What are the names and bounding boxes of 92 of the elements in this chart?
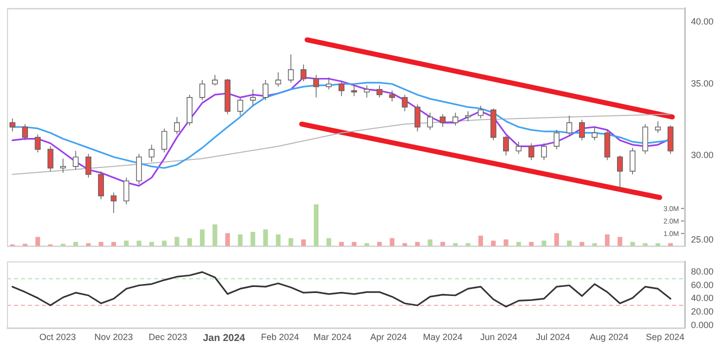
bar (136, 240, 142, 246)
bar (288, 238, 294, 246)
bar (111, 242, 116, 246)
candlestick (503, 135, 509, 156)
bar (212, 224, 218, 246)
y-tick-label: 20.00 (691, 306, 714, 316)
x-tick-label: Oct 2023 (39, 332, 76, 342)
bar (276, 234, 281, 246)
bar (630, 242, 635, 246)
candlestick (300, 64, 306, 82)
x-tick-label: Mar 2024 (313, 332, 352, 342)
x-tick-label: Nov 2023 (94, 332, 133, 342)
bar (466, 243, 470, 246)
bar (415, 242, 420, 246)
candlestick (579, 119, 585, 141)
candlestick (389, 90, 396, 102)
bar (656, 243, 660, 246)
candlestick (60, 158, 66, 174)
candlestick (566, 115, 572, 136)
bar (250, 232, 256, 246)
bar (478, 236, 484, 246)
bar (149, 242, 154, 246)
candlestick (98, 170, 104, 200)
bar (225, 233, 230, 246)
bar (554, 233, 559, 246)
candlestick (427, 112, 433, 130)
bar (98, 242, 104, 246)
bar (352, 242, 356, 246)
candlestick (212, 74, 218, 86)
bar (238, 234, 243, 246)
bar (504, 239, 508, 246)
bar (453, 243, 458, 246)
candlestick (174, 116, 180, 135)
bar (566, 240, 572, 246)
x-tick-label: Jun 2024 (480, 332, 518, 342)
x-tick-label: May 2024 (422, 332, 462, 342)
bar (604, 234, 610, 246)
candlestick (224, 78, 230, 115)
bar (668, 243, 673, 246)
bar (86, 243, 91, 246)
y-tick-label: 40.00 (691, 16, 714, 27)
bar (491, 240, 496, 246)
bar (73, 242, 78, 246)
bar (440, 242, 446, 246)
candlestick (10, 118, 16, 132)
candlestick (541, 142, 547, 161)
bar (187, 238, 192, 246)
x-tick-label: Jan 2024 (202, 332, 246, 344)
y-tick-label: 0.000 (691, 320, 714, 330)
x-tick-label: Feb 2024 (260, 332, 300, 342)
candlestick (465, 110, 471, 122)
candlestick (22, 124, 28, 141)
x-tick-label: Aug 2024 (590, 332, 628, 342)
candlestick (414, 104, 420, 132)
candlestick (262, 80, 268, 101)
bar (428, 239, 432, 246)
x-tick-label: Apr 2024 (370, 332, 407, 342)
y-tick-label: 25.00 (691, 234, 714, 244)
bar (339, 242, 344, 246)
bar (124, 240, 129, 246)
bar (528, 242, 534, 246)
bar (516, 242, 521, 246)
bar (580, 242, 584, 246)
bar (263, 229, 268, 246)
candlestick (72, 150, 79, 170)
bar (200, 229, 205, 246)
bar (326, 238, 332, 246)
y-tick-label: 35.00 (691, 78, 714, 88)
bar (174, 236, 180, 246)
x-tick-label: Sep 2024 (646, 332, 684, 342)
candlestick (275, 72, 282, 88)
bar (301, 239, 306, 246)
x-tick-label: Jul 2024 (536, 332, 570, 342)
candlestick (668, 125, 674, 154)
y-tick-label: 60.00 (691, 280, 714, 290)
y-tick-label: 80.00 (691, 266, 714, 277)
y-tick-label: 40.00 (691, 293, 714, 304)
bar (314, 204, 318, 246)
bar (618, 236, 622, 246)
bar (390, 238, 394, 246)
bar (162, 240, 167, 246)
candlestick (136, 154, 142, 185)
bar (35, 236, 40, 246)
y-tick-label: 30.00 (691, 150, 714, 160)
candlestick (617, 155, 623, 192)
x-tick-label: Dec 2023 (148, 332, 188, 342)
bar (642, 243, 648, 246)
bar (377, 242, 382, 246)
bar (364, 243, 370, 246)
bar (402, 243, 408, 246)
bar (542, 240, 546, 246)
bar (592, 243, 597, 246)
